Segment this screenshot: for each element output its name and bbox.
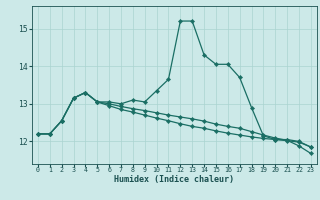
X-axis label: Humidex (Indice chaleur): Humidex (Indice chaleur) (115, 175, 234, 184)
